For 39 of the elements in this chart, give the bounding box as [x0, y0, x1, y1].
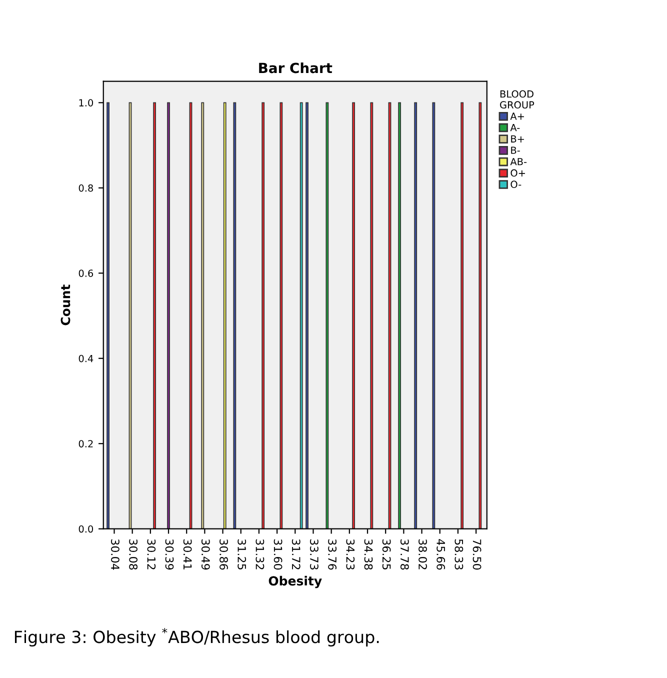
y-tick-label: 0.6 [78, 270, 94, 277]
legend-label: A+ [510, 112, 524, 120]
x-tick-label: 31.60 [274, 539, 282, 570]
y-tick-label: 0.2 [78, 440, 93, 448]
x-tick-label: 30.08 [129, 539, 138, 570]
x-tick-label: 38.02 [418, 539, 427, 570]
y-tick-label: 0.8 [78, 184, 93, 192]
x-tick-label: 33.73 [310, 539, 318, 570]
chart-title: Bar Chart [259, 62, 332, 74]
x-tick-label: 30.49 [201, 539, 210, 570]
x-tick-label: 30.12 [147, 539, 156, 570]
legend-label: A- [510, 124, 520, 132]
x-tick-label: 34.23 [346, 539, 355, 570]
x-axis-title: Obesity [268, 576, 322, 588]
x-tick-label: 37.78 [400, 539, 409, 570]
legend-label: B- [511, 146, 520, 154]
y-tick-label: 0.4 [78, 354, 94, 362]
x-tick-label: 76.50 [472, 539, 482, 570]
x-tick-label: 30.41 [183, 539, 192, 570]
x-tick-label: 33.76 [328, 539, 337, 570]
legend-label: AB- [510, 158, 527, 166]
legend-title: BLOOD GROUP [500, 90, 534, 109]
legend-label: O- [510, 180, 522, 188]
y-axis-title: Count [60, 284, 70, 326]
x-tick-label: 36.25 [382, 539, 391, 570]
legend-label: B+ [511, 135, 524, 142]
caption: Figure 3: Obesity $^{*}$ABO/Rhesus blood group. [14, 628, 379, 646]
x-tick-label: 30.04 [111, 539, 120, 570]
x-tick-label: 45.66 [436, 539, 446, 570]
y-tick-label: 1.0 [79, 99, 94, 106]
x-tick-label: 30.86 [220, 539, 228, 570]
x-tick-label: 31.32 [256, 539, 264, 570]
x-tick-label: 31.72 [292, 539, 300, 570]
x-tick-label: 58.33 [454, 539, 464, 570]
x-tick-label: 30.39 [165, 539, 174, 570]
legend-label: O+ [510, 169, 525, 177]
x-tick-label: 31.25 [238, 539, 246, 570]
y-tick-label: 0.0 [78, 525, 94, 533]
x-tick-label: 34.38 [364, 539, 373, 570]
